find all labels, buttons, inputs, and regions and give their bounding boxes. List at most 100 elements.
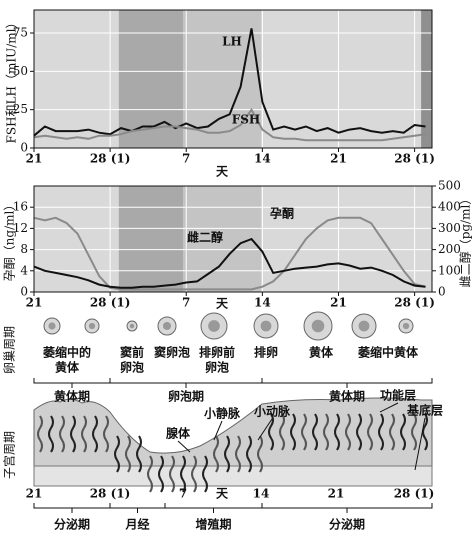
y-axis-label: 孕酮（ng/ml） [3,199,17,282]
brace [33,378,111,388]
x-tick-label: 天 [216,487,229,501]
stage-label: 黄体 [55,360,80,375]
follicle-core [88,322,96,330]
x-axis-label: 天 [216,165,229,179]
gland [279,413,285,451]
data-line [33,107,426,142]
y2-tick-label: 0 [438,285,446,299]
stage-label: 窦卵泡 [154,345,190,360]
gland [224,435,230,473]
y-tick-label: 25 [13,102,28,116]
gland [169,455,175,493]
leader-line [414,417,426,471]
series-label: 雌二醇 [187,230,223,245]
gland [323,413,329,451]
gland [70,415,76,453]
phase-label: 卵泡期 [168,389,204,404]
gland [268,413,274,451]
follicle-core [402,322,410,330]
x-tick-label: 7 [179,487,187,501]
basal-layer [33,465,433,487]
x-tick-label: 28 (1) [394,487,435,501]
data-line [33,28,426,137]
follicle-core [162,321,172,331]
gland [312,413,318,451]
gland [235,435,241,473]
gland [125,435,131,473]
y2-tick-label: 100 [438,263,461,277]
plot-frame [33,185,433,293]
x-tick-label: 28 (1) [90,152,131,166]
y2-tick-label: 500 [438,179,461,193]
stage-label: 黄体 [309,345,334,360]
gland [158,455,164,493]
gland [290,413,296,451]
uterus-label: 功能层 [380,388,416,403]
stage-label: 排卵 [254,345,278,360]
uterus-label: 小动脉 [254,404,291,419]
shaded-band [182,186,262,292]
follicle-core [358,320,370,332]
gland [334,413,340,451]
x-tick-label: 21 [330,152,347,166]
gland [378,413,384,451]
gland [191,455,197,493]
follicle-core [208,320,220,332]
x-tick-label: 14 [253,487,270,501]
series-label: LH [222,35,242,49]
brace [261,378,433,388]
follicle-core [311,319,325,333]
gland [345,413,351,451]
leader-line [379,402,399,413]
y-tick-label: 75 [13,26,28,40]
leader-line [213,420,223,441]
gland [48,415,54,453]
gland [136,435,142,473]
x-tick-label: 21 [328,487,345,501]
gland [246,435,252,473]
series-label: FSH [232,113,261,127]
phase-label: 分泌期 [329,517,365,532]
gland [400,413,406,451]
x-tick-label: 28 (1) [90,487,131,501]
section-label: 卵巢周期 [3,326,17,374]
section-label: 子宫周期 [2,431,17,479]
data-line [33,237,426,289]
phase-label: 黄体期 [54,389,90,404]
shaded-band [421,10,432,148]
endometrium [33,397,433,487]
phase-label: 黄体期 [329,389,365,404]
stage-label: 卵泡 [120,360,144,375]
brace [33,503,111,513]
stage-label: 排卵前 [199,345,235,360]
x-axis-label: 天 [216,297,229,311]
gland [180,455,186,493]
gland [81,415,87,453]
y2-tick-label: 200 [438,242,461,256]
gland [37,415,43,453]
decoration [33,311,433,513]
x-tick-label: 28 (1) [394,296,435,310]
gland [411,413,417,451]
stage-label: 萎缩中黄体 [358,345,419,360]
y-tick-label: 8 [20,242,28,256]
stage-label: 萎缩中的 [43,345,91,360]
y-tick-label: 0 [20,141,28,155]
plot-frame [33,9,433,149]
y2-tick-label: 300 [438,221,461,235]
series-label: 孕酮 [270,207,294,221]
stage-label: 卵泡 [205,360,229,375]
shaded-band [118,186,183,292]
brace [164,503,263,513]
gland [213,435,219,473]
gland [92,415,98,453]
x-tick-label: 14 [254,296,271,310]
brace [109,503,166,513]
leader-line [177,440,191,453]
y-tick-label: 12 [13,221,28,235]
gland [301,413,307,451]
follicle-core [129,323,135,329]
x-tick-label: 28 (1) [90,296,131,310]
leader-line [257,418,273,441]
